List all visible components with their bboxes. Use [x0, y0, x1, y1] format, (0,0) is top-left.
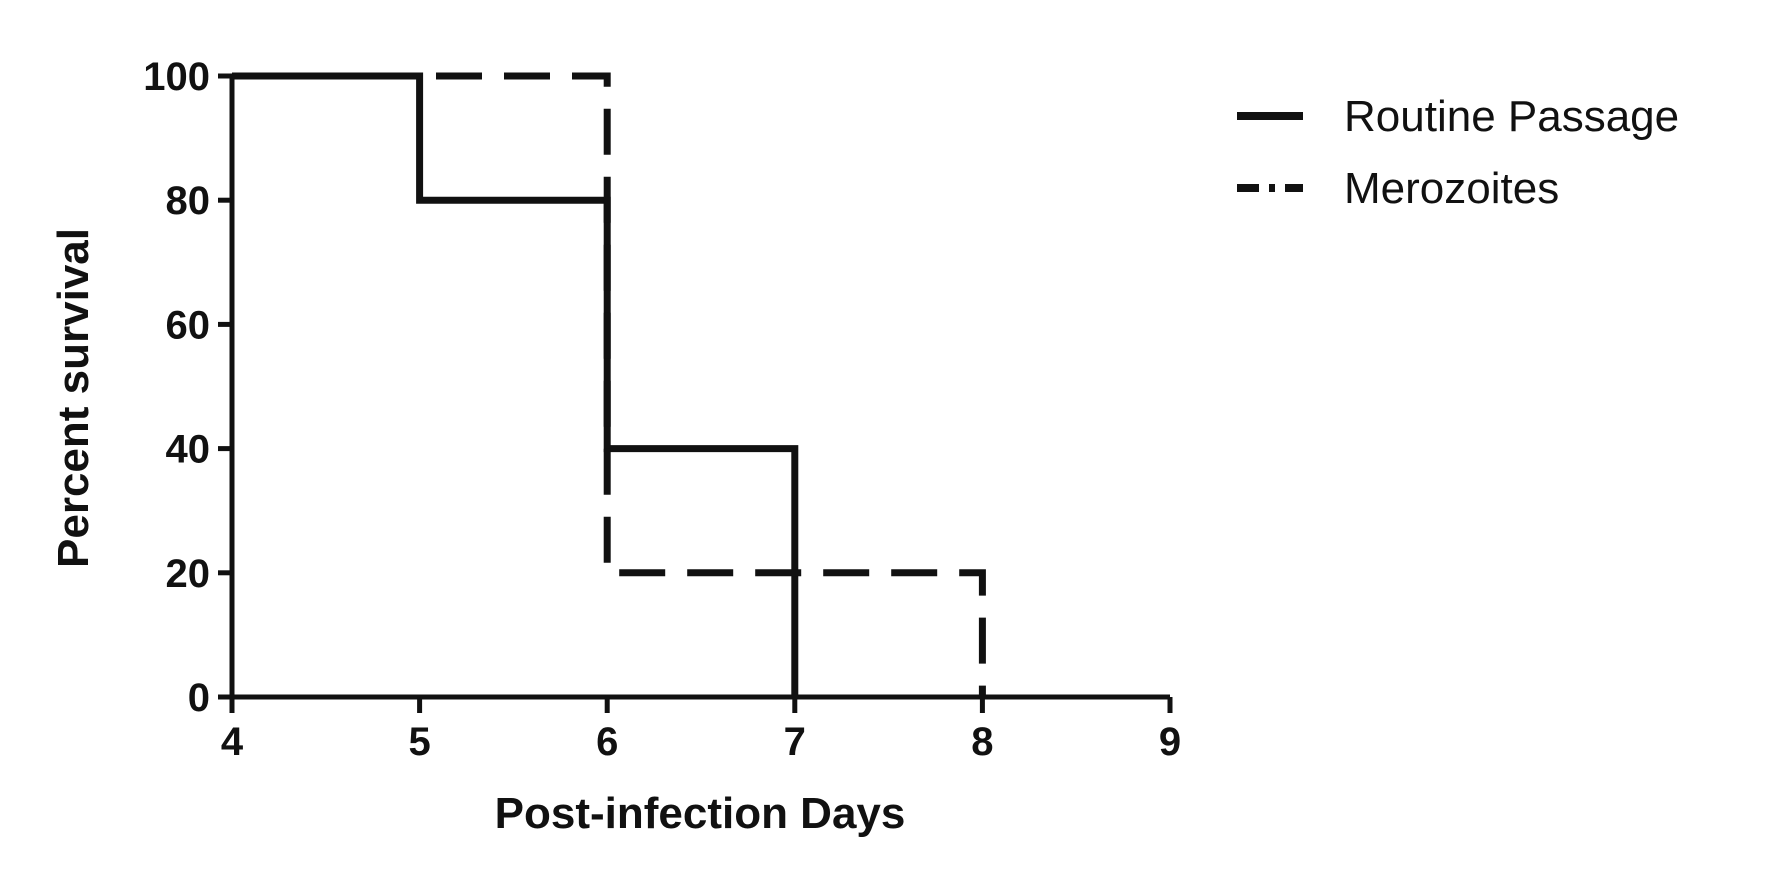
x-tick-label: 7 — [784, 720, 806, 764]
y-tick-label: 0 — [188, 676, 210, 720]
series-merozoites-line — [232, 72, 986, 697]
y-axis-title: Percent survival — [49, 228, 98, 568]
axes — [218, 73, 1173, 713]
x-tick-label: 9 — [1159, 720, 1181, 764]
x-axis-title: Post-infection Days — [495, 789, 906, 838]
legend-label-routine-passage: Routine Passage — [1344, 92, 1679, 141]
series-routine-passage-line — [232, 72, 799, 697]
x-tick-label: 6 — [596, 720, 618, 764]
y-tick-label: 20 — [166, 552, 211, 596]
x-tick-label: 8 — [971, 720, 993, 764]
series-lines — [232, 72, 986, 697]
x-tick-label: 4 — [221, 720, 244, 764]
y-tick-label: 40 — [166, 428, 211, 472]
tick-labels: 0 20 40 60 80 100 4 5 6 7 8 9 — [143, 55, 1181, 764]
legend: Routine Passage Merozoites — [1237, 92, 1679, 213]
y-tick-label: 80 — [166, 179, 211, 223]
y-tick-label: 60 — [166, 303, 211, 347]
legend-label-merozoites: Merozoites — [1344, 164, 1559, 213]
y-tick-label: 100 — [143, 55, 210, 99]
x-tick-label: 5 — [408, 720, 430, 764]
